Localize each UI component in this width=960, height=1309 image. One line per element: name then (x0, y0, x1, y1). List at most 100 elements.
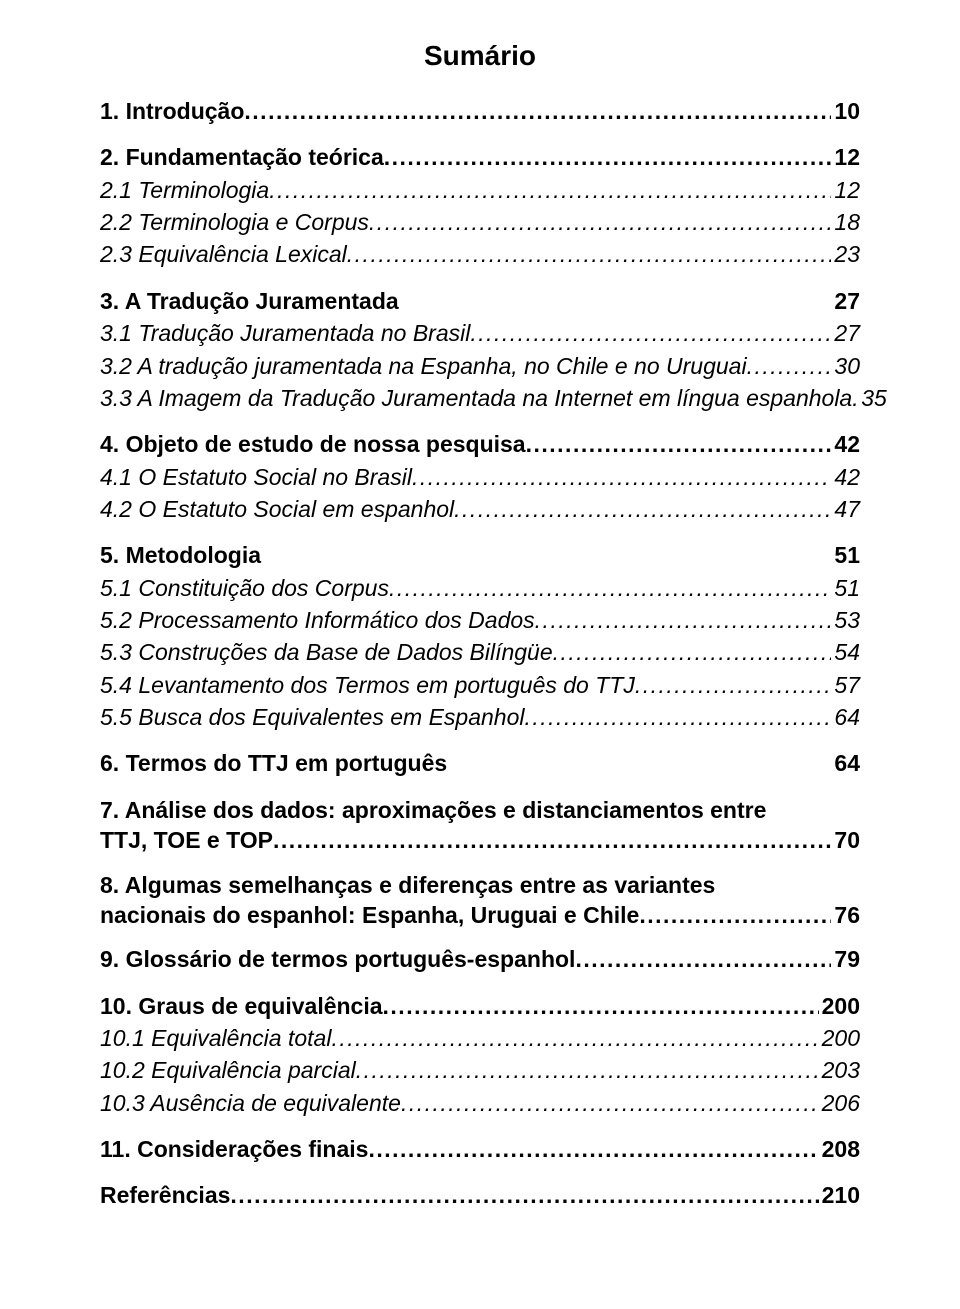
toc-entry-label: 3.1 Tradução Juramentada no Brasil (100, 318, 470, 348)
toc-entry-page: 64 (831, 748, 860, 778)
toc-entry-label: 4.1 O Estatuto Social no Brasil (100, 462, 412, 492)
toc-leader (269, 175, 831, 205)
toc-leader (331, 1023, 818, 1053)
toc-entry-label: 1. Introdução (100, 96, 244, 126)
toc-entry-label: 3.2 A tradução juramentada na Espanha, n… (100, 351, 747, 381)
toc-entry-page: 79 (831, 944, 860, 974)
toc-entry-label: 8. Algumas semelhanças e diferenças entr… (100, 870, 860, 900)
toc-gap (100, 1120, 860, 1134)
toc-entry-label: 10.3 Ausência de equivalente (100, 1088, 401, 1118)
toc-entry-label: 4.2 O Estatuto Social em espanhol (100, 494, 454, 524)
toc-gap (100, 526, 860, 540)
toc-entry: 10.2 Equivalência parcial 203 (100, 1055, 860, 1085)
toc-entry-label: 5.2 Processamento Informático dos Dados (100, 605, 535, 635)
toc-entry-label: 11. Considerações finais (100, 1134, 368, 1164)
toc-gap (100, 1166, 860, 1180)
toc-leader (454, 494, 831, 524)
toc-leader (526, 429, 832, 459)
toc-gap (100, 272, 860, 286)
toc-entry: 5.2 Processamento Informático dos Dados … (100, 605, 860, 635)
toc-entry-page: 64 (831, 702, 860, 732)
toc-gap (100, 856, 860, 870)
toc-gap (100, 930, 860, 944)
toc-entry-label: Referências (100, 1180, 230, 1210)
toc-gap (100, 977, 860, 991)
toc-entry-label: 4. Objeto de estudo de nossa pesquisa (100, 429, 526, 459)
toc-entry-label: 5. Metodologia (100, 540, 261, 570)
toc-gap (100, 734, 860, 748)
toc-entry-label: 5.3 Construções da Base de Dados Bilíngü… (100, 637, 553, 667)
toc-entry-page: 35 (858, 383, 887, 413)
toc-leader (575, 944, 831, 974)
toc-entry-page: 208 (819, 1134, 860, 1164)
toc-leader (383, 991, 819, 1021)
toc-entry-label: 3.3 A Imagem da Tradução Juramentada na … (100, 383, 852, 413)
toc-leader (244, 96, 831, 126)
toc-entry-page: 200 (819, 1023, 860, 1053)
toc-leader (747, 351, 832, 381)
toc-entry-lastline: TTJ, TOE e TOP 70 (100, 825, 860, 855)
toc-entry: 2.1 Terminologia 12 (100, 175, 860, 205)
toc-entry: 5.4 Levantamento dos Termos em português… (100, 670, 860, 700)
toc-entry-page: 53 (831, 605, 860, 635)
toc-entry: 3.1 Tradução Juramentada no Brasil 27 (100, 318, 860, 348)
toc-entry-page: 57 (831, 670, 860, 700)
toc-entry-page: 47 (831, 494, 860, 524)
toc-leader (470, 318, 831, 348)
toc-entry-page: 51 (831, 573, 860, 603)
toc-entry-page: 210 (819, 1180, 860, 1210)
toc-leader (273, 825, 831, 855)
toc-entry-label: 6. Termos do TTJ em português (100, 748, 447, 778)
toc-entry: 2.3 Equivalência Lexical 23 (100, 239, 860, 269)
toc-entry: 10.1 Equivalência total 200 (100, 1023, 860, 1053)
toc-entry-label: 2.3 Equivalência Lexical (100, 239, 347, 269)
toc-leader (356, 1055, 819, 1085)
toc-entry-label: 2.2 Terminologia e Corpus (100, 207, 369, 237)
toc-leader (368, 1134, 818, 1164)
toc-leader (639, 900, 831, 930)
toc-entry-label: TTJ, TOE e TOP (100, 825, 273, 855)
toc-leader (535, 605, 832, 635)
toc-entry-page: 42 (831, 429, 860, 459)
toc-leader (412, 462, 831, 492)
toc-container: 1. Introdução102. Fundamentação teórica1… (100, 96, 860, 1211)
toc-entry: 5.1 Constituição dos Corpus 51 (100, 573, 860, 603)
toc-leader (553, 637, 832, 667)
toc-entry-label: 5.4 Levantamento dos Termos em português… (100, 670, 635, 700)
toc-entry: 3.2 A tradução juramentada na Espanha, n… (100, 351, 860, 381)
toc-entry-label: 2.1 Terminologia (100, 175, 269, 205)
toc-leader (852, 383, 858, 413)
toc-entry-page: 18 (831, 207, 860, 237)
toc-leader (230, 1180, 818, 1210)
toc-entry-lastline: nacionais do espanhol: Espanha, Uruguai … (100, 900, 860, 930)
page-title: Sumário (100, 40, 860, 72)
toc-entry: 9. Glossário de termos português-espanho… (100, 944, 860, 974)
toc-entry-label: 10.2 Equivalência parcial (100, 1055, 356, 1085)
toc-leader (401, 1088, 819, 1118)
toc-gap (100, 781, 860, 795)
toc-entry-label: 5.1 Constituição dos Corpus (100, 573, 389, 603)
toc-entry-page: 206 (819, 1088, 860, 1118)
toc-entry: 4.2 O Estatuto Social em espanhol 47 (100, 494, 860, 524)
toc-entry-label: 5.5 Busca dos Equivalentes em Espanhol (100, 702, 525, 732)
toc-entry-page: 23 (831, 239, 860, 269)
toc-entry-page: 30 (831, 351, 860, 381)
toc-entry-page: 200 (819, 991, 860, 1021)
toc-entry-label: 2. Fundamentação teórica (100, 142, 384, 172)
toc-entry: 3. A Tradução Juramentada27 (100, 286, 860, 316)
toc-leader (347, 239, 832, 269)
toc-entry-label: 9. Glossário de termos português-espanho… (100, 944, 575, 974)
toc-entry-label: 7. Análise dos dados: aproximações e dis… (100, 795, 860, 825)
toc-entry-page: 51 (831, 540, 860, 570)
toc-entry-page: 70 (831, 825, 860, 855)
toc-entry-page: 42 (831, 462, 860, 492)
toc-entry: 5.3 Construções da Base de Dados Bilíngü… (100, 637, 860, 667)
toc-entry: 4. Objeto de estudo de nossa pesquisa 42 (100, 429, 860, 459)
toc-entry-label: nacionais do espanhol: Espanha, Uruguai … (100, 900, 639, 930)
toc-entry: Referências 210 (100, 1180, 860, 1210)
toc-entry-label: 10. Graus de equivalência (100, 991, 383, 1021)
toc-entry: 11. Considerações finais 208 (100, 1134, 860, 1164)
toc-entry-page: 76 (831, 900, 860, 930)
toc-leader (384, 142, 832, 172)
toc-entry-page: 12 (831, 175, 860, 205)
